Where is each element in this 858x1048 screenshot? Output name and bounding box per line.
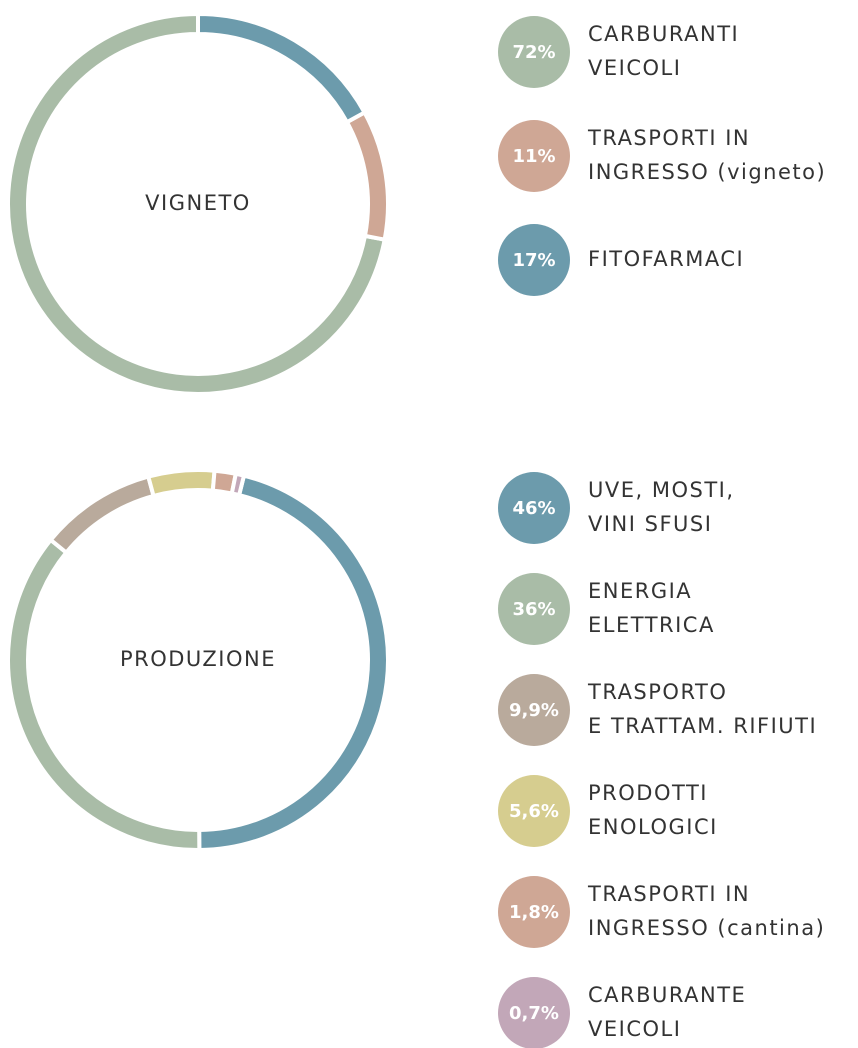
legend-swatch — [498, 674, 570, 746]
legend-label: VEICOLI — [588, 56, 681, 80]
legend-swatch — [498, 573, 570, 645]
legend-swatch — [498, 472, 570, 544]
legend-label: TRASPORTI IN — [587, 126, 750, 150]
legend-label: VEICOLI — [588, 1017, 681, 1041]
legend-label: ELETTRICA — [588, 613, 715, 637]
value-label: 11% — [512, 146, 555, 167]
legend-label: INGRESSO (vigneto) — [588, 160, 826, 184]
center-label: VIGNETO — [145, 191, 251, 215]
legend-label: CARBURANTI — [588, 22, 739, 46]
value-label: 9,9% — [509, 700, 559, 721]
donut-segment — [47, 474, 156, 556]
legend-swatch — [498, 775, 570, 847]
donut-segment — [344, 109, 390, 242]
value-label: 1,8% — [509, 902, 559, 923]
legend-label: FITOFARMACI — [588, 247, 744, 271]
legend-label: TRASPORTI IN — [587, 882, 750, 906]
donut-segment — [145, 468, 217, 499]
legend-swatch — [498, 876, 570, 948]
value-label: 46% — [512, 498, 555, 519]
legend-label: PRODOTTI — [588, 781, 708, 805]
value-label: 0,7% — [509, 1003, 559, 1024]
legend-swatch — [498, 977, 570, 1048]
legend-label: CARBURANTE — [588, 983, 746, 1007]
legend-label: E TRATTAM. RIFIUTI — [588, 714, 817, 738]
donut-segment — [196, 11, 368, 125]
legend-swatch — [498, 16, 570, 88]
legend-label: ENOLOGICI — [588, 815, 718, 839]
value-label: 36% — [512, 599, 555, 620]
donut-segment — [6, 537, 202, 852]
value-label: 72% — [512, 42, 555, 63]
legend-label: INGRESSO (cantina) — [588, 916, 825, 940]
value-label: 17% — [512, 250, 555, 271]
donut-segment — [229, 471, 247, 498]
legend-swatch — [498, 224, 570, 296]
legend-label: ENERGIA — [588, 579, 692, 603]
value-label: 5,6% — [509, 801, 559, 822]
legend-label: VINI SFUSI — [588, 512, 712, 536]
legend-label: TRASPORTO — [587, 680, 727, 704]
legend-label: UVE, MOSTI, — [588, 478, 735, 502]
center-label: PRODUZIONE — [120, 647, 276, 671]
legend-swatch — [498, 120, 570, 192]
